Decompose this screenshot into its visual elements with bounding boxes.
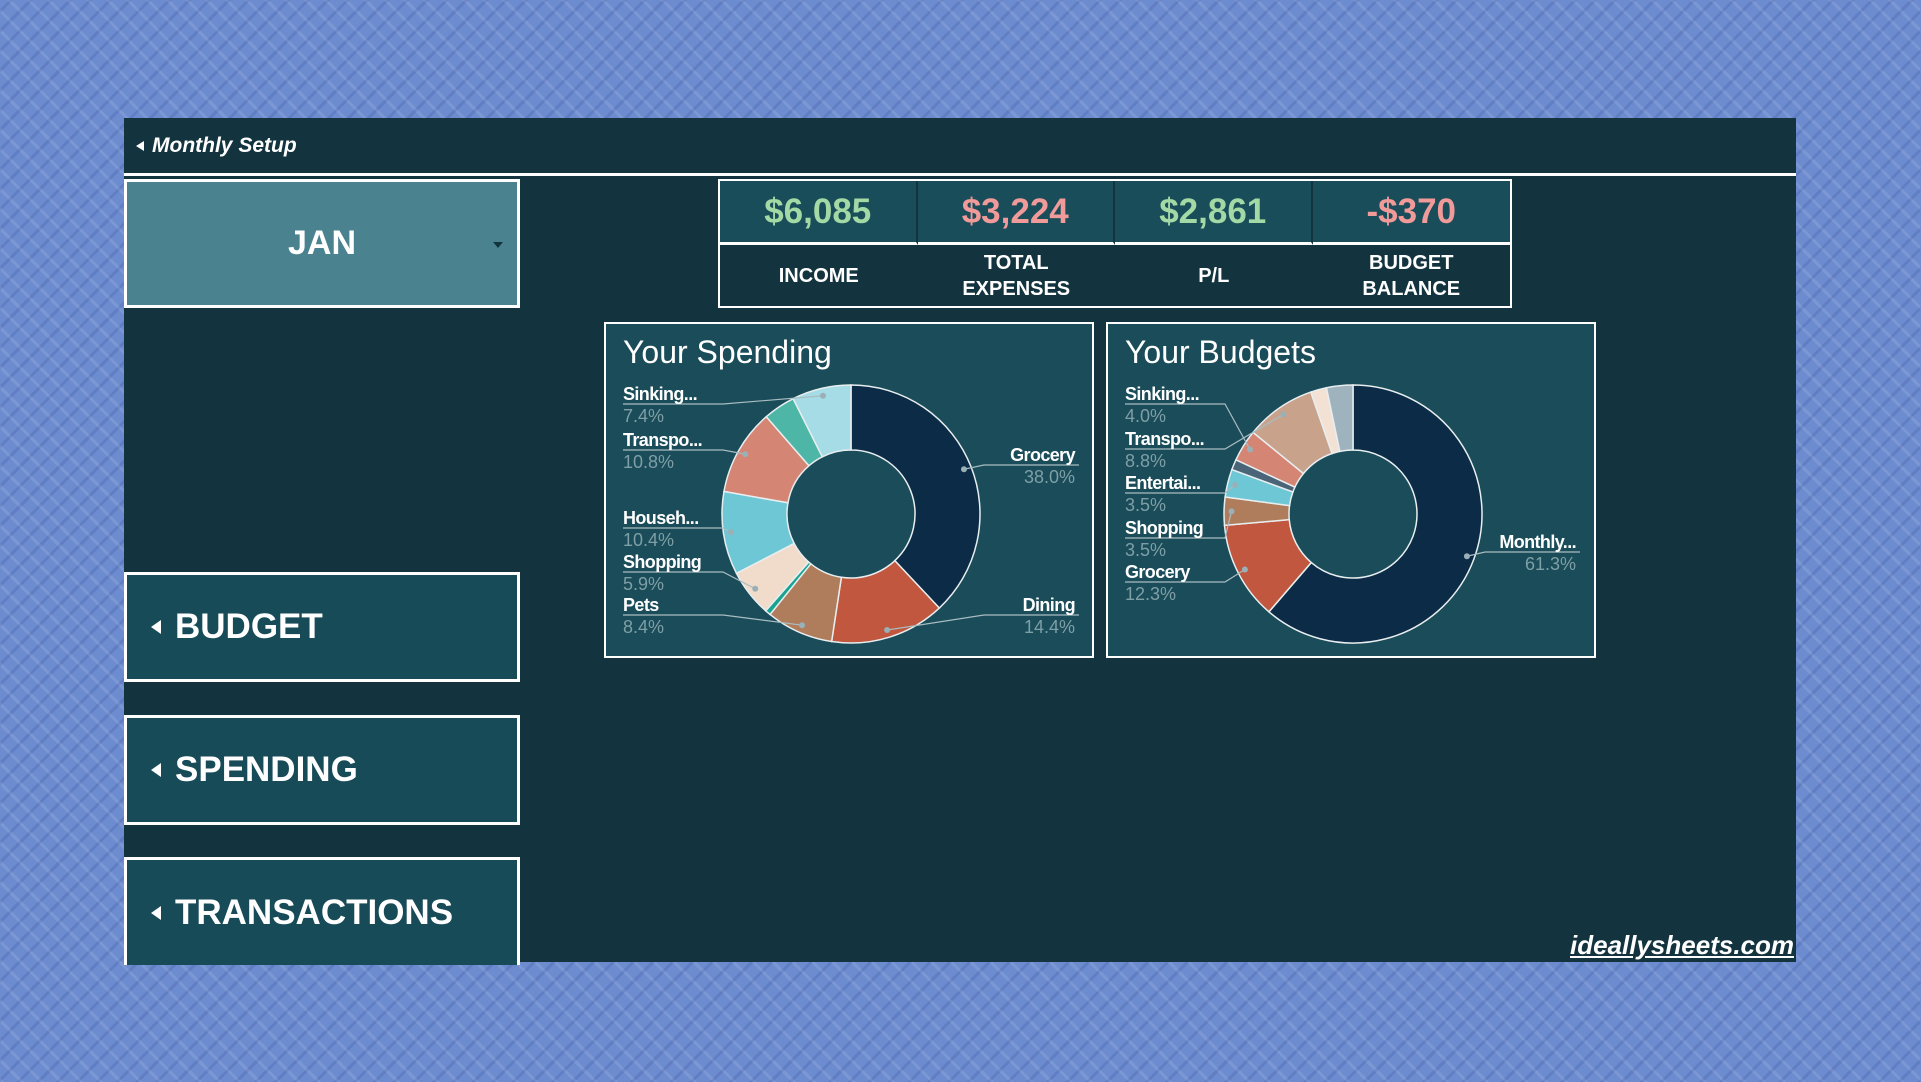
spending-button[interactable]: SPENDING bbox=[124, 715, 520, 825]
slice-label: Monthly... bbox=[1499, 532, 1576, 552]
chart-title: Your Budgets bbox=[1125, 334, 1316, 370]
slice-percent: 8.4% bbox=[623, 617, 665, 637]
budget-button[interactable]: BUDGET bbox=[124, 572, 520, 682]
leader-dot bbox=[1280, 411, 1287, 418]
kpi-summary: $6,085 $3,224 $2,861 -$370 INCOME TOTAL … bbox=[718, 179, 1512, 308]
leader-line bbox=[886, 614, 1079, 631]
slice-percent: 38.0% bbox=[1023, 467, 1075, 487]
slice-other bbox=[1325, 384, 1354, 453]
slice-label: Entertai... bbox=[1125, 473, 1201, 493]
budgets-donut-chart: Your Budgets Monthly... 61.3% Grocery 12.3% S… bbox=[1106, 322, 1596, 658]
header-title: Monthly Setup bbox=[152, 133, 297, 157]
slice-percent: 61.3% bbox=[1524, 554, 1576, 574]
leader-dot bbox=[1463, 553, 1470, 560]
month-dropdown[interactable]: JAN bbox=[124, 179, 520, 308]
total-expenses-label: TOTAL EXPENSES bbox=[962, 251, 1071, 300]
leader-dot bbox=[727, 529, 734, 536]
leader-line bbox=[1125, 511, 1233, 539]
pl-value: $2,861 bbox=[1115, 181, 1313, 245]
leader-dot bbox=[1232, 481, 1239, 488]
transactions-label: TRANSACTIONS bbox=[175, 892, 454, 932]
budget-label: BUDGET bbox=[175, 607, 323, 646]
slice-label: Sinking... bbox=[1125, 384, 1200, 404]
slice-label: Grocery bbox=[1125, 562, 1190, 582]
slice-percent: 3.5% bbox=[1125, 540, 1167, 560]
pl-label: P/L bbox=[1198, 264, 1230, 287]
slice-label: Shopping bbox=[623, 552, 702, 572]
leader-line bbox=[1125, 403, 1251, 450]
slice-percent: 14.4% bbox=[1023, 617, 1075, 637]
leader-dot bbox=[820, 392, 827, 399]
leader-dot bbox=[1241, 566, 1248, 573]
slice-percent: 5.9% bbox=[623, 574, 665, 594]
transactions-button[interactable]: TRANSACTIONS bbox=[124, 857, 520, 965]
slice-percent: 7.4% bbox=[623, 406, 665, 426]
slice-sinking bbox=[792, 384, 852, 458]
slice-label: Househ... bbox=[623, 508, 699, 528]
leader-line bbox=[1125, 568, 1246, 583]
leader-line bbox=[1125, 484, 1236, 494]
slice-label: Transpo... bbox=[1125, 429, 1205, 449]
slice-label: Pets bbox=[623, 595, 659, 615]
leader-dot bbox=[742, 451, 749, 458]
leader-line bbox=[963, 464, 1079, 470]
slice-percent: 3.5% bbox=[1125, 495, 1167, 515]
slice-label: Dining bbox=[1022, 595, 1076, 615]
total-expenses-value: $3,224 bbox=[917, 181, 1115, 245]
slice-percent: 8.8% bbox=[1125, 451, 1167, 471]
leader-dot bbox=[1247, 446, 1254, 453]
chart-title: Your Spending bbox=[623, 334, 832, 370]
budget-balance-label: BUDGET BALANCE bbox=[1362, 251, 1461, 300]
arrow-left-icon bbox=[151, 763, 161, 777]
ideallysheets-link[interactable]: ideallysheets.com bbox=[1570, 930, 1794, 960]
dropdown-arrow-icon bbox=[493, 242, 503, 248]
income-value: $6,085 bbox=[720, 181, 918, 245]
income-label: INCOME bbox=[778, 264, 859, 287]
leader-dot bbox=[884, 627, 891, 634]
spending-donut-chart: Your Spending Grocery 38.0% Dining 14.4% Pets… bbox=[604, 322, 1094, 658]
monthly-setup-link[interactable]: Monthly Setup bbox=[124, 118, 1796, 176]
slice-label: Grocery bbox=[1010, 445, 1075, 465]
budget-balance-value: -$370 bbox=[1312, 181, 1510, 245]
month-value: JAN bbox=[287, 224, 357, 262]
leader-line bbox=[623, 395, 824, 405]
slice-label: Transpo... bbox=[623, 430, 703, 450]
slice-percent: 12.3% bbox=[1125, 584, 1177, 604]
slice-label: Shopping bbox=[1125, 518, 1204, 538]
leader-dot bbox=[799, 622, 806, 629]
leader-dot bbox=[1228, 508, 1235, 515]
leader-line bbox=[623, 571, 756, 590]
spending-label: SPENDING bbox=[175, 750, 358, 789]
leader-line bbox=[623, 614, 803, 626]
leader-line bbox=[623, 449, 746, 455]
arrow-left-icon bbox=[151, 620, 161, 634]
leader-line bbox=[1466, 551, 1580, 557]
arrow-left-icon bbox=[151, 905, 161, 920]
slice-percent: 10.4% bbox=[623, 530, 675, 550]
leader-line bbox=[1125, 413, 1284, 450]
slice-percent: 10.8% bbox=[623, 452, 675, 472]
slice-percent: 4.0% bbox=[1125, 406, 1167, 426]
slice-grocery bbox=[850, 384, 981, 610]
slice-label: Sinking... bbox=[623, 384, 698, 404]
leader-dot bbox=[960, 466, 967, 473]
slice-monthly bbox=[1267, 384, 1483, 644]
leader-dot bbox=[752, 585, 759, 592]
back-arrow-icon bbox=[136, 140, 144, 151]
